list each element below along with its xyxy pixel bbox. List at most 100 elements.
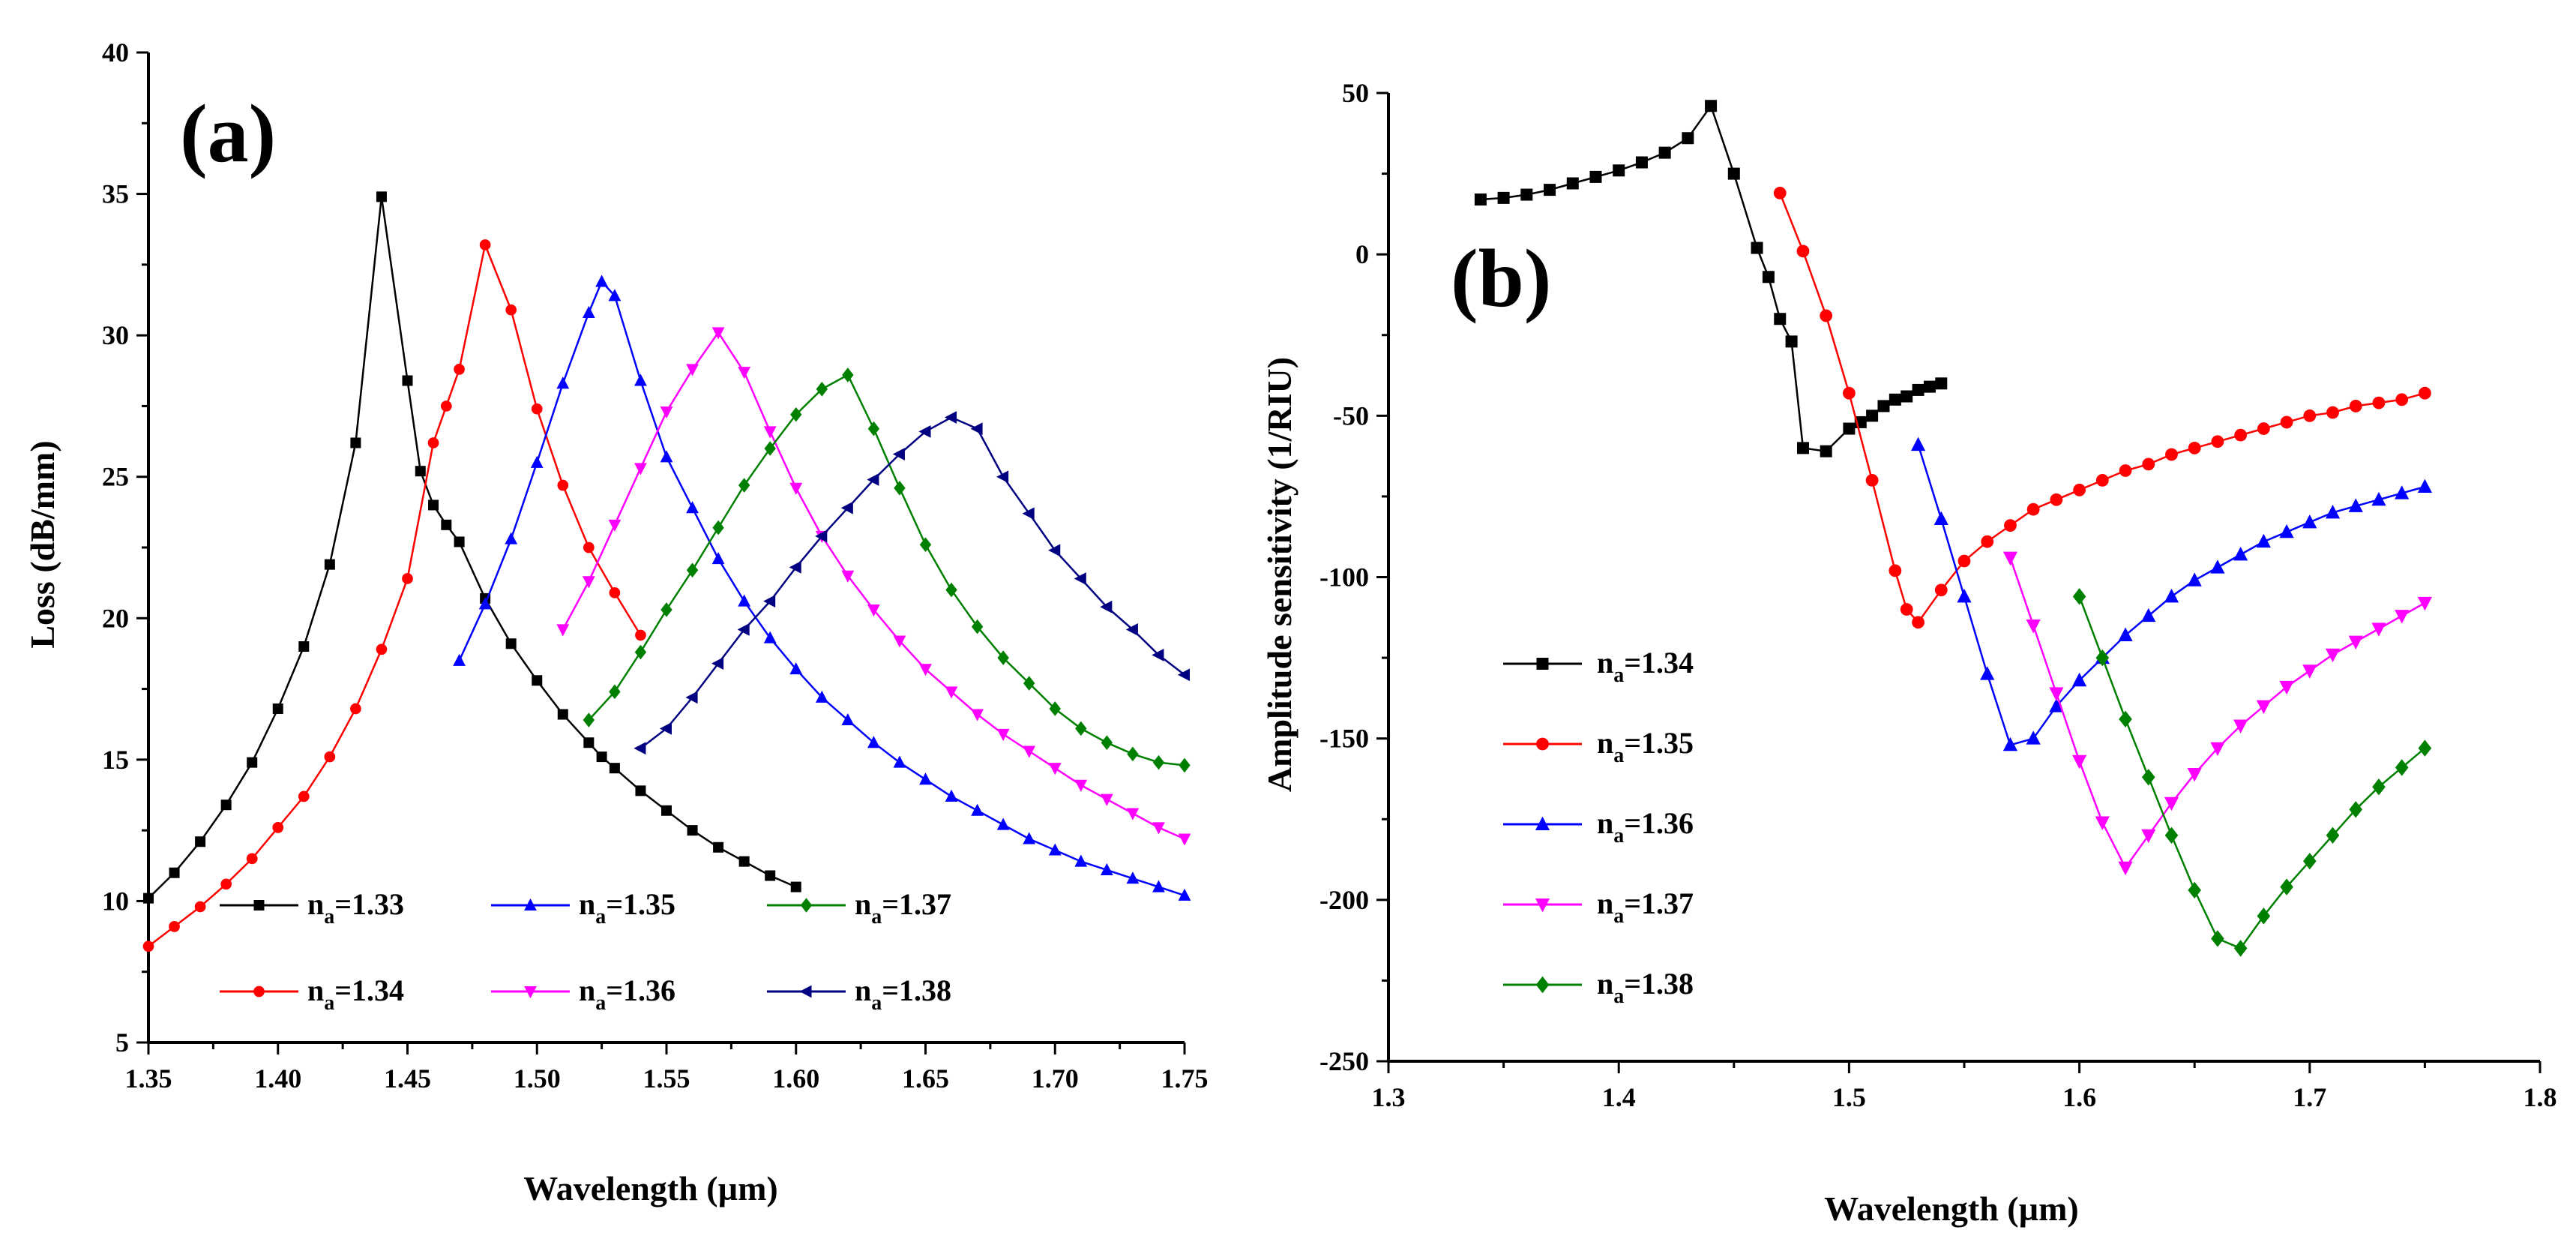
panel-a-data-point [971,619,984,634]
panel-b-data-point [2188,881,2201,899]
panel-b-y-axis-title: Amplitude sensitivity (1/RIU) [1260,357,1298,792]
panel-a-data-point [686,364,699,376]
panel-b-data-point [1901,390,1913,403]
panel-a-plot-area: 1.35 1.40 1.45 1.50 1.55 1.60 1.65 1.70 1.75 5 10 1… [102,38,1209,1094]
panel-a-data-point [867,473,879,486]
panel-a-legend: na=1.33 na=1.34 na=1.35 na=1.36 na=1.37 na=1.… [220,887,951,1015]
panel-a-legend-marker [799,985,812,998]
panel-a-data-point [712,520,724,536]
panel-b-data-point [2210,560,2225,574]
panel-a-data-point [970,422,983,435]
panel-a-series-line [588,374,1185,766]
panel-b-data-point [2210,742,2225,756]
panel-b-legend-entry: na=1.37 [1503,886,1694,928]
panel-a-y-tick-label: 5 [115,1028,129,1058]
panel-b-data-point [2095,816,2110,830]
panel-a-data-point [583,712,595,728]
panel-b-data-point [2371,491,2386,506]
panel-a-data-point [246,853,258,865]
panel-b-y-tick-label: 0 [1355,239,1369,269]
panel-a-legend-label: na=1.33 [307,887,404,928]
panel-a-data-point [1100,600,1113,614]
panel-a-data-point [376,191,387,202]
panel-a-data-point [997,650,1009,665]
panel-b-legend-label: na=1.38 [1597,967,1694,1008]
panel-b-data-point [2233,719,2248,734]
panel-a-series-4 [583,368,1191,773]
panel-a-data-point [738,856,750,867]
panel-b-legend-label: na=1.34 [1597,646,1694,687]
panel-b-y-tick-label: -150 [1319,724,1369,754]
panel-b-data-point [1912,383,1925,396]
panel-b-legend-entry: na=1.36 [1503,806,1694,848]
panel-a-data-point [596,752,607,763]
panel-b-data-point [1589,170,1602,183]
panel-a-data-point [1178,888,1191,901]
panel-b-legend-marker [1535,816,1550,830]
panel-a-legend-entry: na=1.36 [491,974,675,1015]
panel-b-series-3 [2002,551,2432,876]
panel-b-series-line [2009,557,2426,870]
panel-b-data-point [2417,596,2432,611]
panel-b-data-point [2072,672,2087,687]
panel-b-series-2 [1910,436,2432,752]
panel-a-data-point [479,239,491,250]
panel-a-y-tick-label: 20 [102,603,129,633]
panel-b-data-point [2142,458,2155,471]
panel-a-data-point [324,751,336,763]
panel-b-data-point [2026,620,2041,634]
panel-a-data-point [660,602,672,617]
panel-a-data-point [583,737,595,748]
panel-a-data-point [738,594,751,607]
panel-a-data-point [1074,779,1088,792]
panel-a-data-point [1074,854,1088,867]
panel-b-data-point [1658,146,1671,159]
panel-a-data-point [686,562,699,578]
panel-a-data-point [789,482,803,495]
panel-b-y-tick-label: -250 [1319,1046,1369,1076]
panel-a-data-point [893,755,906,768]
panel-a-data-point [1100,862,1113,875]
panel-a-y-tick-label: 30 [102,320,129,350]
panel-a-legend-entry: na=1.34 [220,974,404,1015]
panel-a-x-tick-label: 1.35 [125,1064,172,1094]
panel-a-data-point [402,375,413,386]
panel-a-series-1 [142,239,646,952]
panel-b-data-point [2419,386,2431,400]
panel-a-data-point [944,411,957,424]
panel-a-data-point [971,709,984,722]
panel-a-data-point [415,466,426,477]
panel-a-data-point [169,867,180,878]
panel-a-x-axis-title: Wavelength (µm) [523,1169,778,1208]
panel-b-data-point [1912,616,1925,629]
panel-b-y-tick-label: -200 [1319,885,1369,915]
panel-a-data-point [582,305,595,318]
panel-b-data-point [2371,622,2386,637]
panel-b-data-point [2256,700,2271,715]
panel-a-data-point [298,790,310,802]
panel-a-data-point [790,881,801,892]
panel-a-x-tick-label: 1.65 [902,1064,949,1094]
panel-b-data-point [1682,132,1694,145]
panel-a-data-point [272,703,283,714]
panel-a-data-point [738,367,751,380]
panel-a-data-point [841,712,855,726]
panel-b-x-tick-label: 1.5 [1832,1082,1866,1112]
panel-a-data-point [996,818,1010,830]
panel-a-data-point [763,595,776,608]
panel-b-data-point [2257,908,2271,925]
panel-b-data-point [1820,445,1832,458]
panel-b-data-point [1762,271,1775,284]
panel-b-data-point [2418,740,2432,757]
panel-b-data-point [2050,493,2063,506]
panel-a-data-point [505,638,517,650]
panel-a-data-point [1125,622,1138,636]
panel-b-x-tick-label: 1.3 [1372,1082,1406,1112]
panel-a-x-tick-label: 1.50 [514,1064,561,1094]
panel-a-legend-marker [800,898,813,913]
panel-a-data-point [454,364,465,375]
panel-b-data-point [2280,416,2293,429]
panel-b-data-point [2348,635,2363,650]
panel-b-data-point [2302,514,2317,529]
panel-b-data-point [1727,167,1740,180]
